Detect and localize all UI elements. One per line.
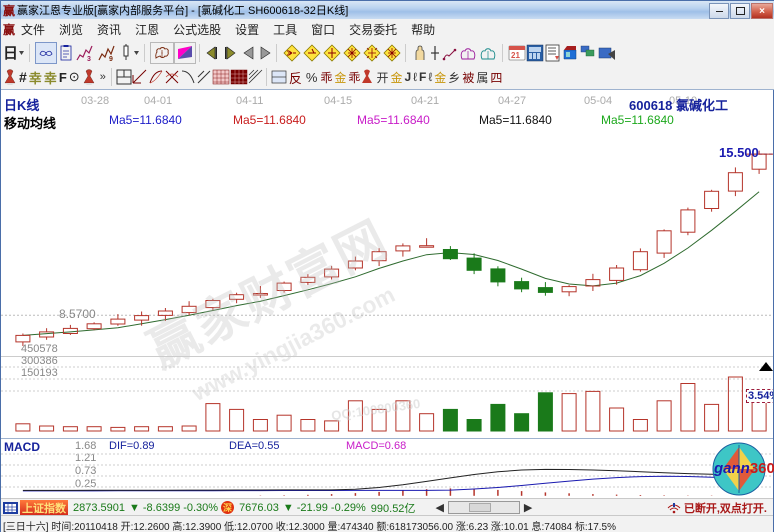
svg-text:3: 3 bbox=[87, 56, 91, 62]
svg-text:9: 9 bbox=[109, 56, 113, 62]
svg-text:21: 21 bbox=[511, 51, 520, 60]
